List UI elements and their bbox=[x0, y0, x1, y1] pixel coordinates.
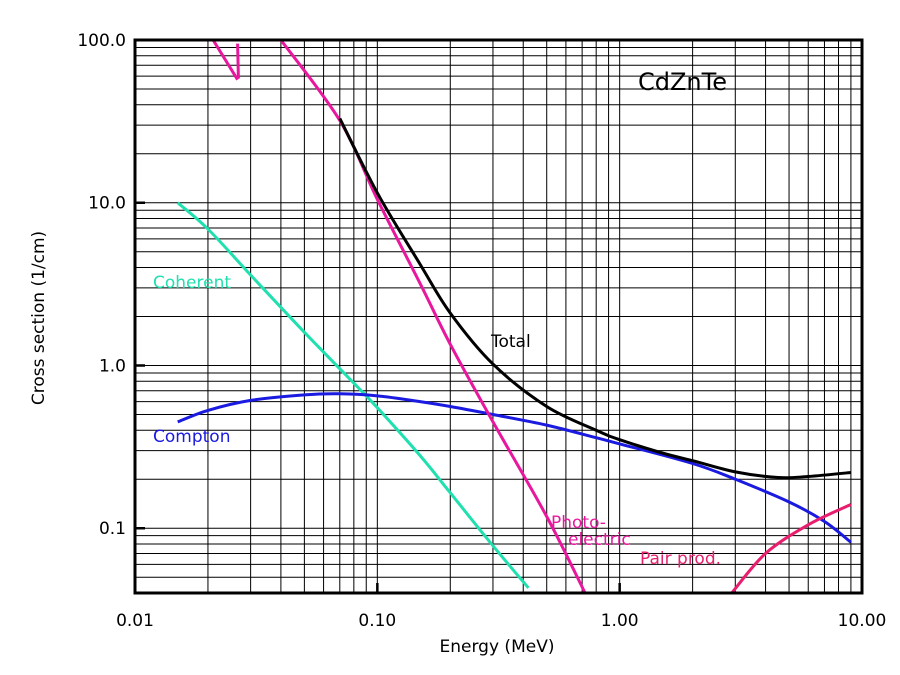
series-line-compton bbox=[177, 392, 852, 544]
material-label: CdZnTe bbox=[638, 68, 727, 96]
plot-frame bbox=[133, 38, 864, 595]
tick-labels: 0.01 0.10 1.00 10.00 0.1 1.0 10.0 100.0 bbox=[77, 31, 886, 631]
x-tick-label: 0.01 bbox=[116, 611, 154, 631]
y-axis-title: Cross section (1/cm) bbox=[29, 231, 49, 405]
x-axis-title: Energy (MeV) bbox=[440, 637, 555, 657]
series-label-total: Total bbox=[490, 332, 531, 352]
series-line-photo-electric bbox=[236, 43, 240, 79]
series-label-coherent: Coherent bbox=[153, 273, 231, 293]
x-tick-label: 1.00 bbox=[601, 611, 639, 631]
y-tick-label: 1.0 bbox=[99, 356, 126, 376]
y-tick-label: 100.0 bbox=[77, 31, 126, 51]
series-label-pair: Pair prod. bbox=[640, 549, 721, 569]
x-tick-label: 0.10 bbox=[358, 611, 396, 631]
y-tick-label: 0.1 bbox=[99, 519, 126, 539]
y-tick-label: 10.0 bbox=[88, 194, 126, 214]
series-lines bbox=[176, 40, 852, 593]
series-line-photo-electric bbox=[211, 40, 239, 81]
series-line-total bbox=[338, 117, 852, 480]
series-line-pair-prod bbox=[730, 503, 852, 593]
series-label-compton: Compton bbox=[153, 427, 230, 447]
series-label-photo-line1: Photo- bbox=[551, 513, 606, 533]
x-tick-label: 10.00 bbox=[838, 611, 887, 631]
grid bbox=[134, 40, 862, 594]
series-label-photo-line2: electric bbox=[568, 530, 631, 550]
